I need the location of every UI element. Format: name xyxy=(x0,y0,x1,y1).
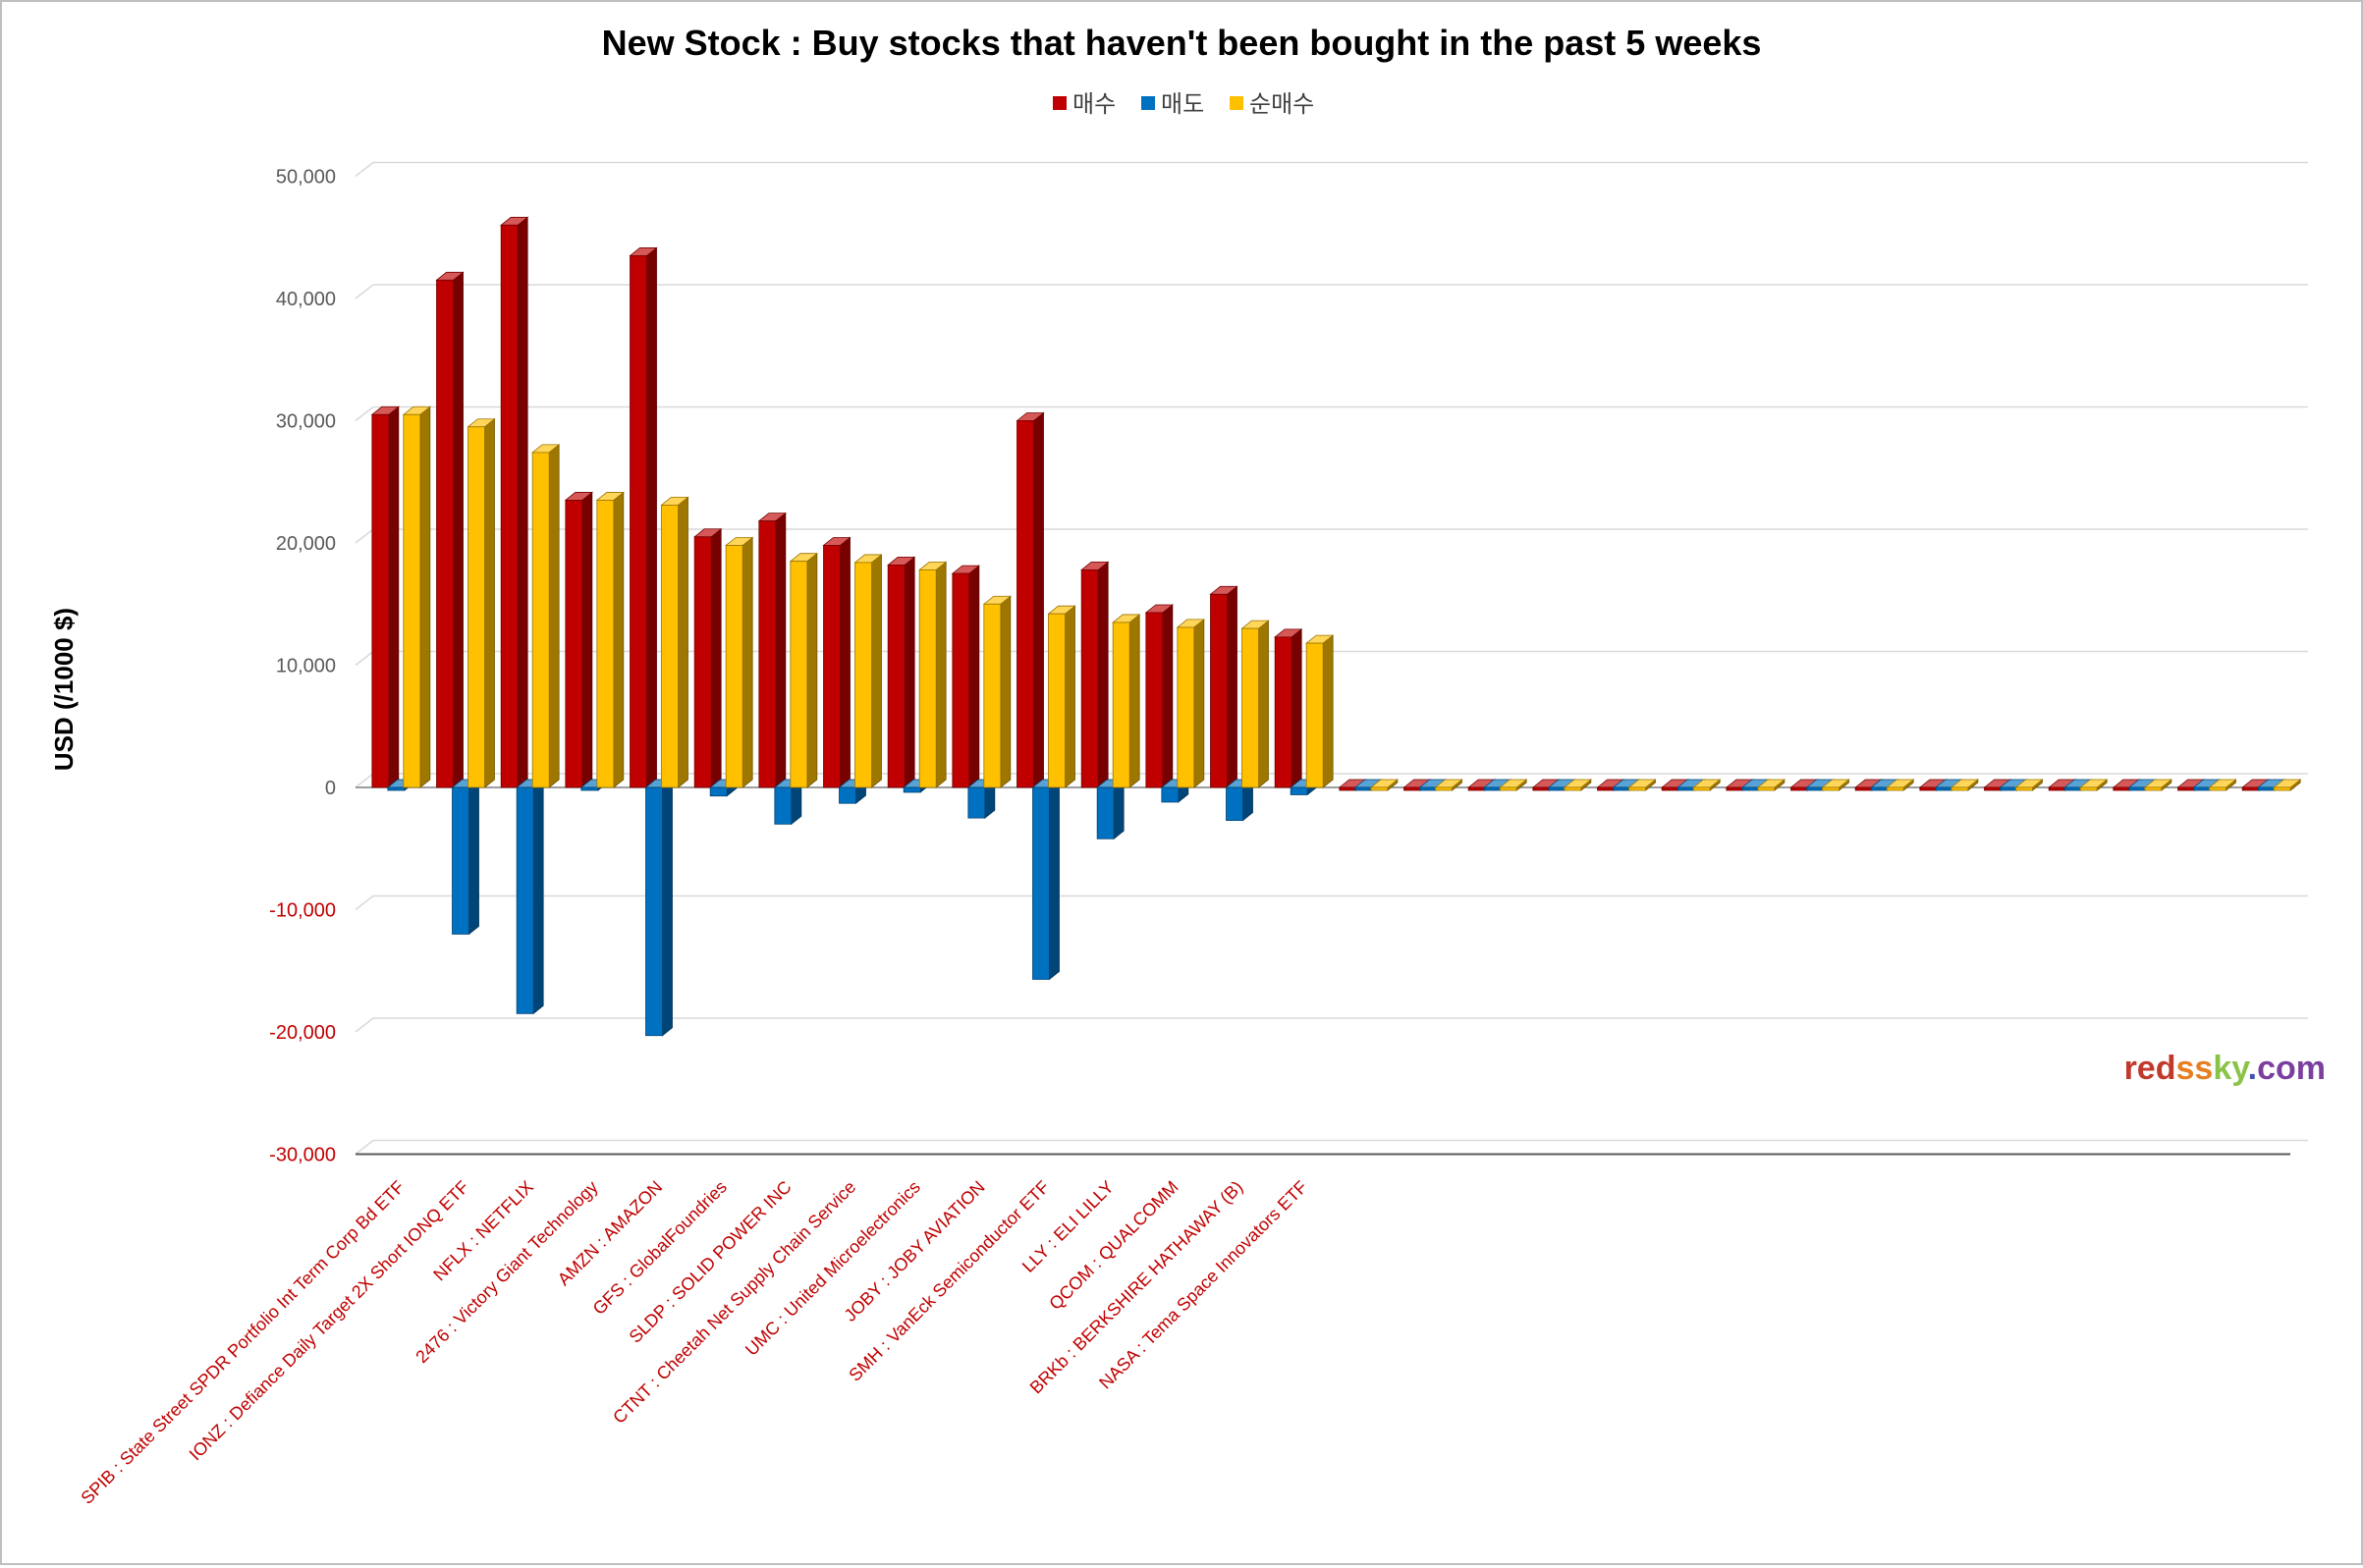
bar-net xyxy=(2143,779,2172,791)
bar-net xyxy=(1692,779,1722,791)
watermark: redssky.com xyxy=(2124,1050,2326,1087)
watermark-part: red xyxy=(2124,1050,2176,1087)
bar-net xyxy=(2079,779,2109,791)
gridline-diag xyxy=(355,894,374,911)
bar-net xyxy=(1240,620,1270,788)
bar-net xyxy=(1499,779,1528,791)
bar-sell xyxy=(451,779,480,936)
bar-net xyxy=(853,554,883,788)
gridline-diag xyxy=(355,1017,374,1033)
watermark-part: com xyxy=(2257,1050,2326,1087)
bar-sell xyxy=(1031,779,1061,981)
bar-buy xyxy=(370,406,400,788)
bar-net xyxy=(595,491,625,788)
bar-net xyxy=(1305,634,1335,788)
gridline-diag xyxy=(355,406,374,422)
y-tick-label: 10,000 xyxy=(276,656,336,677)
bar-sell xyxy=(644,779,674,1037)
bar-net xyxy=(1369,779,1399,791)
bar-net xyxy=(1886,779,1915,791)
bar-net xyxy=(1950,779,1979,791)
bar-net xyxy=(1434,779,1463,791)
y-tick-label: 20,000 xyxy=(276,533,336,555)
bar-sell xyxy=(773,779,802,826)
legend-entry: 순매수 xyxy=(1249,90,1314,118)
x-tick-label: CTNT : Cheetah Net Supply Chain Service xyxy=(609,1177,859,1428)
bars xyxy=(370,216,2302,1037)
y-tick-label: 40,000 xyxy=(276,289,336,310)
bar-buy xyxy=(693,527,723,788)
legend-swatch xyxy=(1141,96,1155,110)
bar-buy xyxy=(435,271,465,788)
legend-swatch xyxy=(1053,96,1067,110)
legend: 매수 매도 순매수 xyxy=(1053,90,1314,118)
x-axis-labels: SPIB : State Street SPDR Portfolio Int T… xyxy=(77,1177,1311,1508)
gridline-diag xyxy=(355,650,374,667)
y-tick-label: 30,000 xyxy=(276,411,336,433)
x-tick-label: QCOM : QUALCOMM xyxy=(1045,1177,1182,1314)
bar-buy xyxy=(629,246,658,788)
gridline-diag xyxy=(355,773,374,788)
bar-net xyxy=(1112,614,1141,788)
bar-buy xyxy=(1144,604,1174,788)
y-tick-label: -20,000 xyxy=(269,1022,336,1044)
y-tick-label: -10,000 xyxy=(269,900,336,922)
bar-buy xyxy=(951,565,980,788)
bar-buy xyxy=(822,536,852,788)
legend-swatch xyxy=(1230,96,1243,110)
legend-entry: 매수 xyxy=(1072,90,1116,118)
bar-net xyxy=(982,595,1012,788)
bar-net xyxy=(918,561,948,788)
bar-sell xyxy=(516,779,545,1015)
bar-sell xyxy=(1096,779,1126,840)
bar-buy xyxy=(887,556,916,788)
watermark-part: . xyxy=(2248,1050,2257,1087)
bar-net xyxy=(2208,779,2237,791)
bar-net xyxy=(402,406,431,788)
x-tick-label: SPIB : State Street SPDR Portfolio Int T… xyxy=(77,1177,408,1508)
bar-buy xyxy=(564,491,593,788)
bar-net xyxy=(2273,779,2302,791)
gridline-diag xyxy=(355,528,374,544)
bar-net xyxy=(467,417,496,788)
x-tick-label: IONZ : Defiance Daily Target 2X Short IO… xyxy=(186,1177,473,1465)
bar-buy xyxy=(500,216,529,788)
bar-buy xyxy=(757,512,787,788)
bar-buy xyxy=(1209,585,1238,788)
y-tick-label: -30,000 xyxy=(269,1145,336,1166)
bar-net xyxy=(1176,619,1205,788)
bar-net xyxy=(1627,779,1657,791)
chart-title: New Stock : Buy stocks that haven't been… xyxy=(602,23,1762,63)
legend-entry: 매도 xyxy=(1161,90,1204,118)
gridline-diag xyxy=(355,161,374,178)
gridline-diag xyxy=(355,284,374,299)
watermark-part: ky xyxy=(2213,1050,2250,1087)
bar-net xyxy=(2014,779,2044,791)
bar-buy xyxy=(1274,628,1303,788)
bar-net xyxy=(789,552,818,788)
watermark-part: ss xyxy=(2176,1050,2214,1087)
bar-buy xyxy=(1016,411,1045,788)
bar-net xyxy=(1756,779,1786,791)
gridline-diag xyxy=(355,1139,374,1156)
y-tick-label: 0 xyxy=(325,778,336,799)
y-tick-label: 50,000 xyxy=(276,167,336,189)
bar-net xyxy=(725,536,754,788)
y-axis-label: USD (/1000 $) xyxy=(49,608,79,771)
bar-net xyxy=(1821,779,1850,791)
bar-net xyxy=(1563,779,1592,791)
bar-net xyxy=(660,496,689,788)
bar-net xyxy=(1047,605,1076,788)
bar-net xyxy=(531,444,561,788)
y-axis-ticks: 50,000 40,000 30,000 20,000 10,000 0 -10,000 -2… xyxy=(269,167,336,1166)
bar-buy xyxy=(1080,561,1110,788)
